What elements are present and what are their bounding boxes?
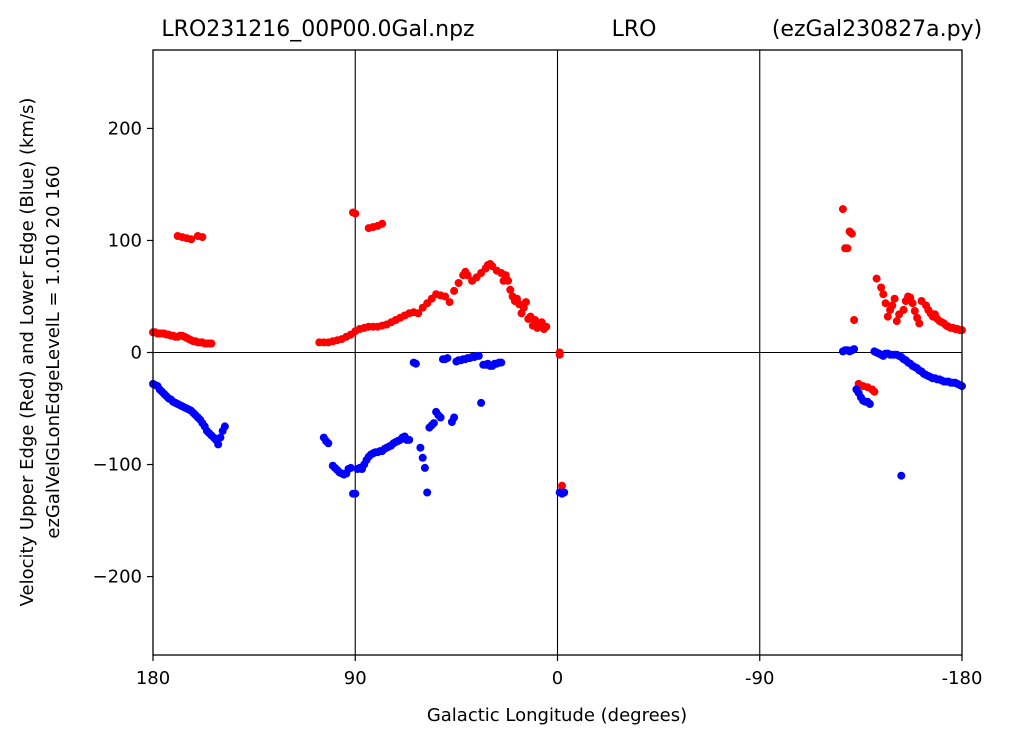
lower-edge-point	[351, 489, 360, 498]
upper-edge-point	[504, 276, 513, 285]
lower-edge-point	[216, 433, 225, 442]
lower-edge-point	[214, 440, 223, 449]
upper-edge-point	[198, 233, 207, 242]
y-tick-label: 0	[131, 343, 142, 364]
upper-edge-point	[890, 294, 899, 303]
upper-edge-point	[881, 299, 890, 308]
upper-edge-point	[207, 339, 216, 348]
upper-edge-point	[915, 319, 924, 328]
chart-title-filename: LRO231216_00P00.0Gal.npz	[161, 17, 474, 42]
lower-edge-point	[416, 443, 425, 452]
upper-edge-point	[870, 387, 879, 396]
x-tick-label: 180	[136, 668, 170, 689]
y-axis-label-line1: Velocity Upper Edge (Red) and Lower Edge…	[17, 98, 38, 607]
y-tick-label: −200	[93, 567, 142, 588]
chart-title-script: (ezGal230827a.py)	[772, 17, 982, 42]
lower-edge-point	[497, 358, 506, 367]
upper-edge-point	[351, 209, 360, 218]
lower-edge-point	[450, 413, 459, 422]
lower-edge-point	[423, 488, 432, 497]
upper-edge-point	[910, 307, 919, 315]
lower-edge-point	[429, 419, 438, 428]
lower-edge-point	[477, 398, 486, 407]
upper-edge-point	[843, 244, 852, 253]
axis-ticks	[147, 127, 963, 661]
upper-edge-point	[872, 274, 881, 283]
upper-edge-point	[441, 292, 450, 301]
upper-edge-point	[899, 305, 908, 314]
y-axis-label-line2: ezGalVelGLonEdgeLevelL = 1.010 20 160	[43, 165, 64, 538]
upper-edge-point	[414, 309, 423, 318]
x-tick-label: -180	[942, 668, 983, 689]
x-axis-label: Galactic Longitude (degrees)	[427, 705, 687, 726]
upper-edge-point	[445, 298, 454, 307]
x-tick-label: -90	[745, 668, 774, 689]
upper-edge-point	[522, 298, 530, 307]
y-tick-label: −100	[93, 455, 142, 476]
lower-edge-point	[897, 471, 906, 480]
y-tick-label: 200	[108, 118, 142, 139]
lower-edge-point	[560, 488, 569, 497]
x-tick-label: 0	[552, 668, 563, 689]
upper-edge-point	[850, 316, 859, 324]
lower-edge-point	[850, 345, 859, 354]
upper-edge-point	[454, 279, 463, 287]
upper-edge-point	[883, 312, 892, 321]
lower-edge-point	[405, 435, 414, 444]
upper-edge-point	[879, 290, 888, 299]
y-tick-label: 100	[108, 230, 142, 251]
lower-edge-point	[346, 463, 355, 472]
upper-edge-point	[908, 299, 917, 308]
upper-edge-point	[558, 481, 566, 490]
x-tick-label: 90	[344, 668, 367, 689]
upper-edge-point	[450, 286, 459, 295]
lower-edge-point	[411, 359, 420, 368]
upper-edge-point	[506, 285, 515, 294]
data-points	[149, 205, 966, 498]
chart-title: LRO231216_00P00.0Gal.npz LRO (ezGal23082…	[161, 17, 982, 42]
upper-edge-point	[877, 283, 886, 292]
upper-edge-point	[378, 219, 387, 228]
upper-edge-point	[838, 205, 847, 214]
upper-edge-point	[463, 271, 472, 280]
x-tick-labels: 180 90 0 -90 -180	[136, 668, 983, 689]
lower-edge-point	[220, 422, 229, 431]
lower-edge-point	[418, 453, 427, 462]
upper-edge-point	[187, 235, 196, 244]
lower-edge-point	[420, 463, 429, 472]
lower-edge-point	[436, 413, 445, 422]
upper-edge-point	[888, 301, 897, 310]
upper-edge-point	[542, 322, 551, 331]
chart-title-station: LRO	[612, 17, 657, 42]
y-tick-labels: 200 100 0 −100 −200	[93, 118, 142, 587]
upper-edge-point	[892, 317, 901, 326]
lower-edge-point	[324, 439, 333, 448]
upper-edge-point	[555, 350, 564, 359]
lower-edge-point	[474, 351, 483, 360]
lower-edge-point	[443, 354, 452, 363]
lower-edge-point	[865, 400, 874, 408]
upper-edge-point	[847, 229, 856, 238]
